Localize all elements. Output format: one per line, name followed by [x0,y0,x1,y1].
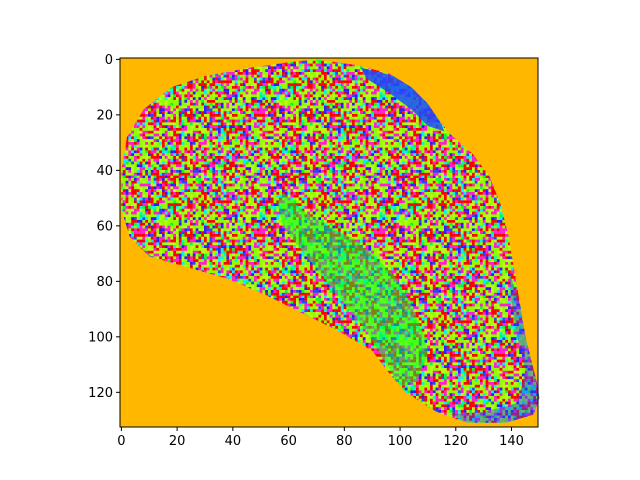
x-axis: 0 20 40 60 80 100 120 140 [117,427,524,449]
x-tick-label: 20 [169,434,186,449]
y-tick-label: 40 [96,164,113,179]
y-axis: 0 20 40 60 80 100 120 [88,53,120,401]
blue-right-edge-region [450,270,540,423]
x-tick-label: 120 [443,434,468,449]
x-tick-label: 140 [499,434,524,449]
y-tick-label: 100 [88,330,113,345]
green-core-region [277,192,428,387]
x-tick-label: 0 [117,434,125,449]
x-tick-label: 40 [225,434,242,449]
y-tick-label: 60 [96,219,113,234]
axes-frame [119,57,539,428]
y-tick-label: 120 [88,386,113,401]
y-tick-label: 80 [96,275,113,290]
x-tick-label: 100 [388,434,413,449]
y-tick-label: 20 [96,108,113,123]
x-tick-label: 80 [336,434,353,449]
plot-area [120,58,540,427]
y-tick-label: 0 [105,53,113,68]
blue-cap-region [361,67,445,132]
x-tick-label: 60 [280,434,297,449]
